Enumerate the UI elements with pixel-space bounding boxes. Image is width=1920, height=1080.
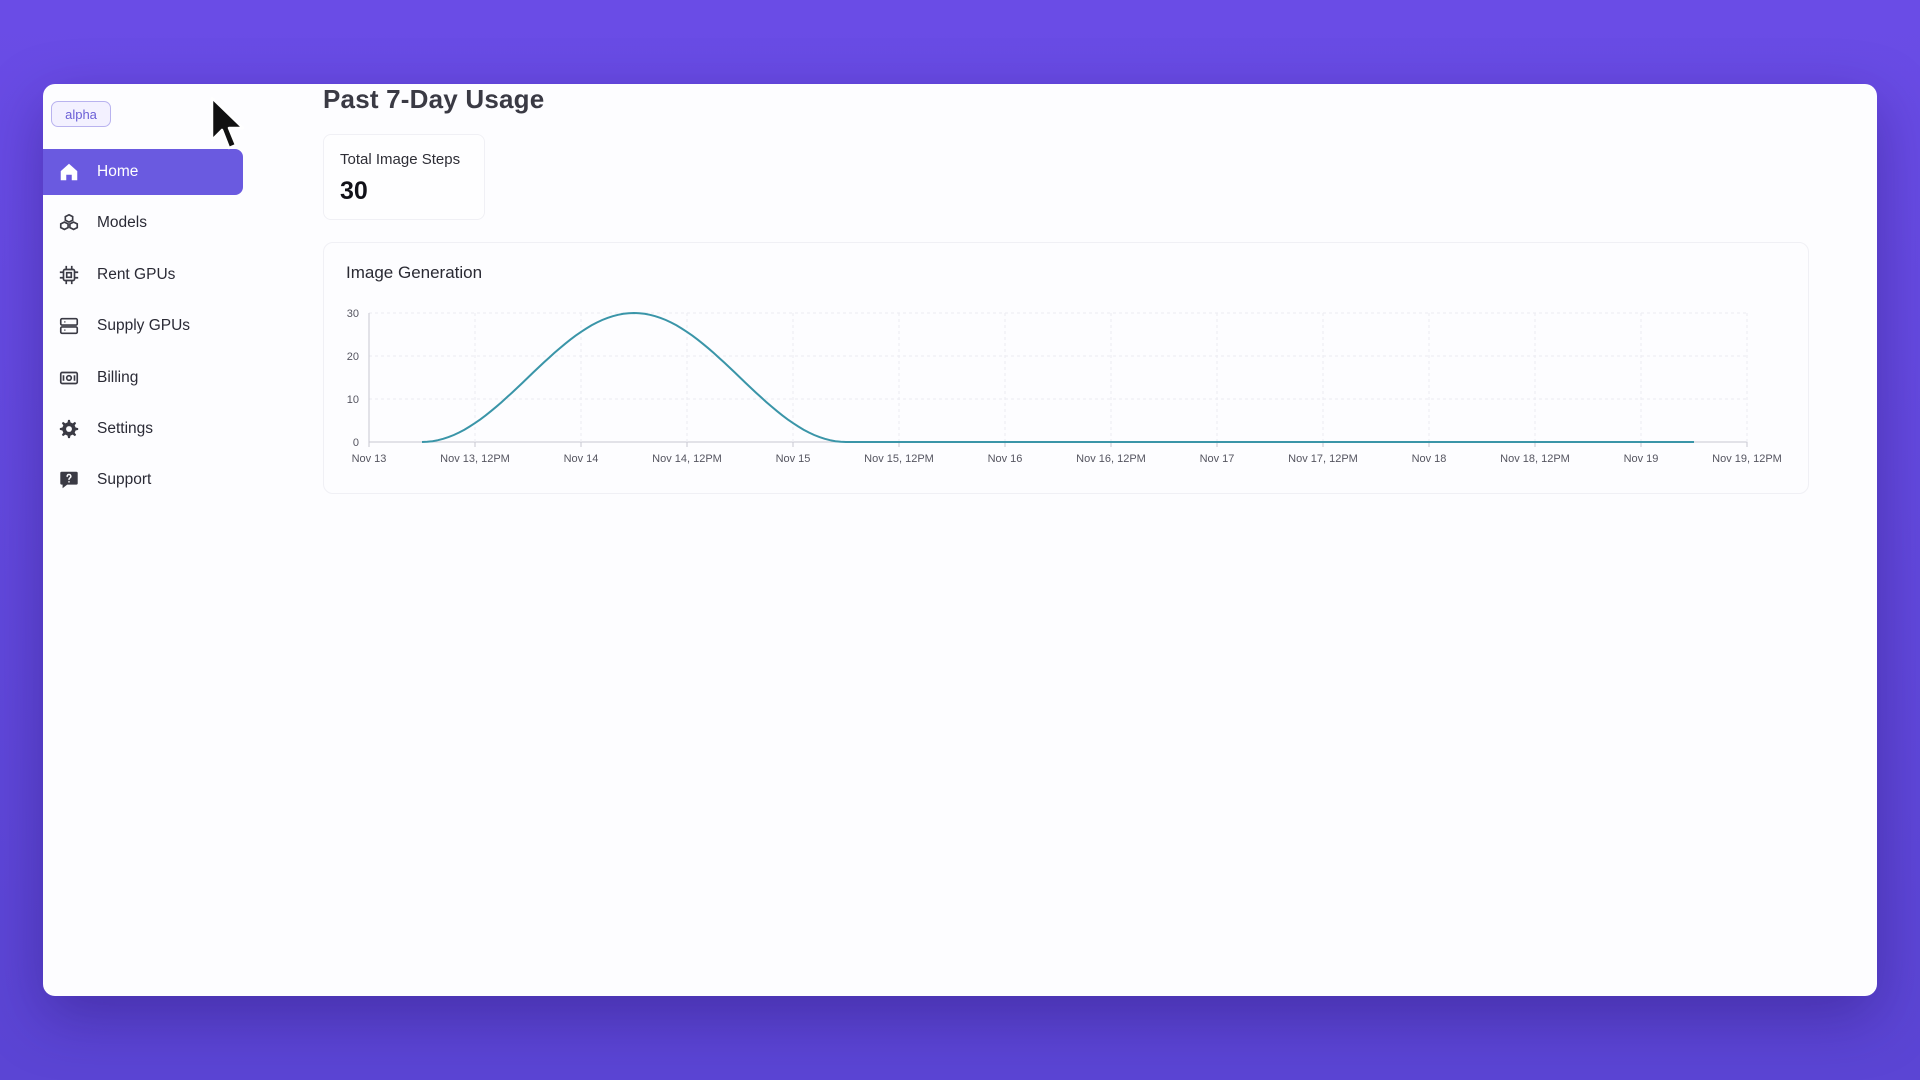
x-tick-label: Nov 15, 12PM xyxy=(864,453,934,465)
sidebar-item-label: Billing xyxy=(97,368,139,386)
stat-card-total-image-steps: Total Image Steps 30 xyxy=(323,134,485,220)
app-window: alpha Home Models xyxy=(43,84,1877,996)
image-generation-chart: 0 10 20 30 Nov 13 Nov 13, 12PM Nov 14 Nov 14, 1… xyxy=(347,308,1782,465)
chart-title: Image Generation xyxy=(346,263,483,282)
mouse-cursor-icon xyxy=(210,96,245,150)
sidebar-item-billing[interactable]: Billing xyxy=(43,355,283,401)
sidebar-item-rent-gpus[interactable]: Rent GPUs xyxy=(43,252,283,298)
sidebar-item-support[interactable]: Support xyxy=(43,457,283,503)
stat-label: Total Image Steps xyxy=(340,151,461,168)
page-title: Past 7-Day Usage xyxy=(323,84,545,114)
alpha-badge: alpha xyxy=(51,101,111,127)
y-tick-label: 20 xyxy=(347,351,359,363)
x-tick-label: Nov 13, 12PM xyxy=(440,453,510,465)
x-tick-label: Nov 18, 12PM xyxy=(1500,453,1570,465)
sidebar-item-models[interactable]: Models xyxy=(43,200,283,246)
sidebar-item-settings[interactable]: Settings xyxy=(43,406,283,452)
chat-question-icon xyxy=(57,468,81,492)
x-tick-label: Nov 18 xyxy=(1412,453,1447,465)
x-tick-label: Nov 19, 12PM xyxy=(1712,453,1782,465)
sidebar-item-label: Settings xyxy=(97,419,154,437)
sidebar: alpha Home Models xyxy=(43,84,303,996)
cubes-icon xyxy=(57,211,81,235)
sidebar-item-label: Rent GPUs xyxy=(97,265,176,283)
y-tick-label: 10 xyxy=(347,394,359,406)
chart-card-image-generation: Image Generation 0 10 20 30 Nov 13 Nov 13, 12… xyxy=(323,242,1809,494)
x-tick-label: Nov 19 xyxy=(1624,453,1659,465)
x-tick-label: Nov 14 xyxy=(564,453,599,465)
x-tick-label: Nov 16 xyxy=(988,453,1023,465)
sidebar-item-label: Support xyxy=(97,471,152,489)
x-tick-label: Nov 16, 12PM xyxy=(1076,453,1146,465)
x-tick-label: Nov 17, 12PM xyxy=(1288,453,1358,465)
money-icon xyxy=(57,366,81,390)
sidebar-nav: Home Models xyxy=(43,149,283,509)
series-line xyxy=(421,311,1694,443)
home-icon xyxy=(57,160,81,184)
y-tick-label: 30 xyxy=(347,308,359,320)
x-tick-label: Nov 15 xyxy=(776,453,811,465)
sidebar-item-home[interactable]: Home xyxy=(43,149,243,195)
sidebar-item-supply-gpus[interactable]: Supply GPUs xyxy=(43,303,283,349)
sidebar-item-label: Models xyxy=(97,214,147,232)
x-tick-label: Nov 17 xyxy=(1200,453,1235,465)
gear-icon xyxy=(57,417,81,441)
x-tick-label: Nov 14, 12PM xyxy=(652,453,722,465)
y-tick-label: 0 xyxy=(353,437,359,449)
sidebar-item-label: Supply GPUs xyxy=(97,317,191,335)
x-tick-label: Nov 13 xyxy=(352,453,387,465)
sidebar-item-label: Home xyxy=(97,163,139,180)
server-icon xyxy=(57,314,81,338)
stat-value: 30 xyxy=(340,177,368,205)
chip-icon xyxy=(57,263,81,287)
